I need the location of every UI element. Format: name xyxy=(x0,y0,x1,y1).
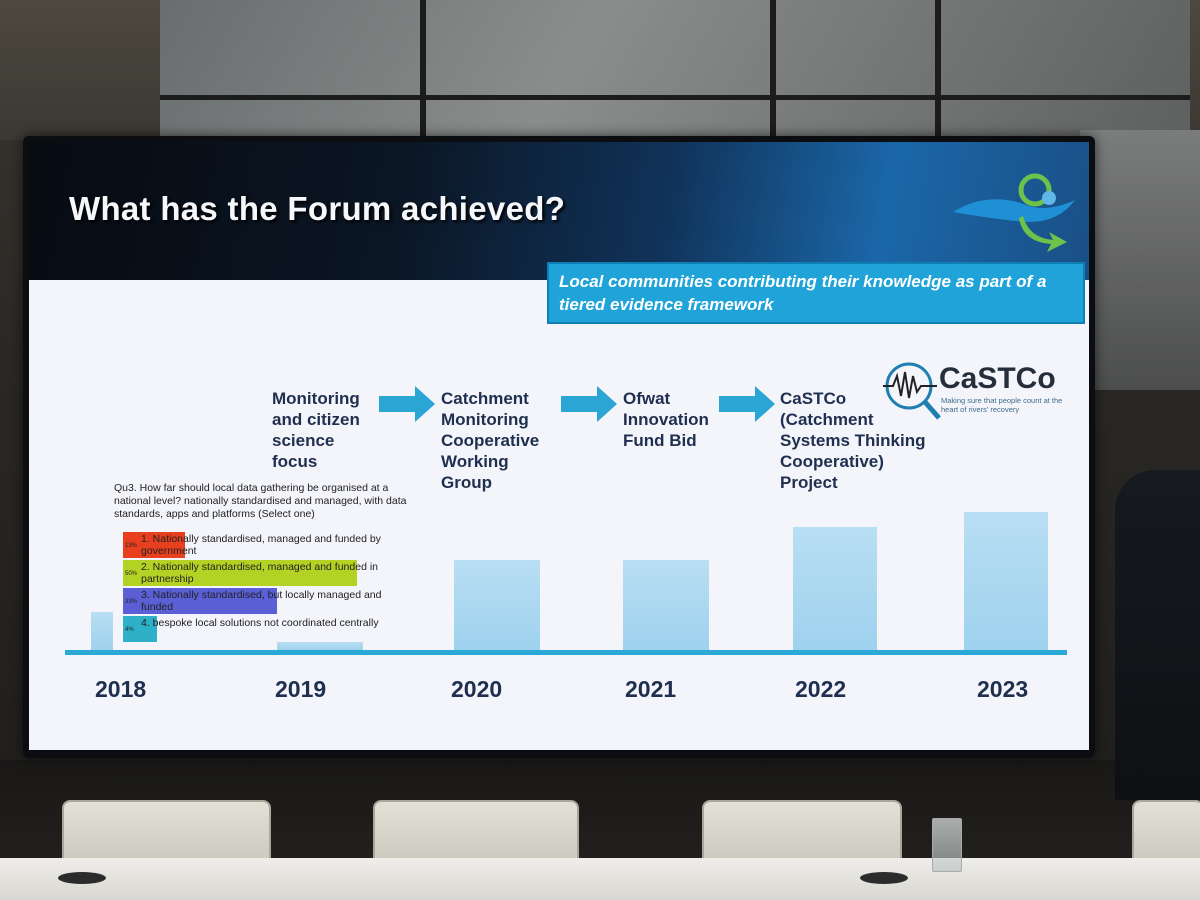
timeline-bar xyxy=(277,642,363,650)
side-wall xyxy=(1080,130,1200,390)
year-label: 2019 xyxy=(275,676,327,702)
window-rail xyxy=(160,95,1190,100)
conference-table xyxy=(0,858,1200,900)
table-microphone xyxy=(860,872,908,884)
timeline-bar xyxy=(964,512,1048,650)
year-label: 2021 xyxy=(625,676,677,702)
person-silhouette xyxy=(1115,470,1200,800)
display-screen: What has the Forum achieved? Local commu… xyxy=(23,136,1095,758)
poll-question: Qu3. How far should local data gathering… xyxy=(114,482,407,520)
forum-logo-icon xyxy=(953,173,1075,252)
poll-option-bar xyxy=(123,560,357,586)
timeline-bar xyxy=(623,560,709,650)
poll-option-bar xyxy=(123,532,185,558)
window-mullion xyxy=(420,0,426,150)
poll-option-label: 3. Nationally standardised, but locally … xyxy=(141,589,382,613)
poll-option-percent: 4% xyxy=(125,627,134,633)
arrow-right-icon xyxy=(719,386,775,422)
castco-logo-text: CaSTCo xyxy=(939,362,1056,395)
arrow-right-icon xyxy=(379,386,435,422)
banner-text: Local communities contributing their kno… xyxy=(559,272,1047,314)
slide-title: What has the Forum achieved? xyxy=(69,190,566,227)
step-ofwat: Ofwat Innovation Fund Bid xyxy=(623,389,709,450)
poll-option-bar xyxy=(123,616,157,642)
step-working-group: Catchment Monitoring Cooperative Working… xyxy=(441,389,540,492)
poll-option-label: 1. Nationally standardised, managed and … xyxy=(141,533,381,557)
window-panels xyxy=(160,0,1190,153)
castco-magnifier-icon xyxy=(883,362,941,420)
table-microphone xyxy=(58,872,106,884)
year-label: 2022 xyxy=(795,676,847,702)
year-label: 2018 xyxy=(95,676,147,702)
timeline-bar xyxy=(454,560,540,650)
timeline-bar xyxy=(91,612,113,650)
poll-option-bar xyxy=(123,588,277,614)
year-label: 2023 xyxy=(977,676,1029,702)
poll-option-percent: 50% xyxy=(125,571,138,577)
timeline-bar xyxy=(793,527,877,650)
step-castco-project: CaSTCo (Catchment Systems Thinking Coope… xyxy=(780,389,926,492)
slide-header: What has the Forum achieved? xyxy=(29,142,1089,280)
water-glass xyxy=(932,818,962,872)
poll-option-label: 4. bespoke local solutions not coordinat… xyxy=(141,617,379,629)
poll-option-percent: 13% xyxy=(125,543,138,549)
window-mullion xyxy=(935,0,941,150)
presentation-slide: What has the Forum achieved? Local commu… xyxy=(29,142,1089,750)
year-label: 2020 xyxy=(451,676,503,702)
poll-option-percent: 33% xyxy=(125,599,138,605)
banner: Local communities contributing their kno… xyxy=(547,262,1085,324)
poll-option-label: 2. Nationally standardised, managed and … xyxy=(141,561,378,585)
window-mullion xyxy=(770,0,776,150)
castco-tagline: Making sure that people count at the hea… xyxy=(941,396,1063,414)
timeline-axis xyxy=(65,650,1067,655)
arrow-right-icon xyxy=(561,386,617,422)
step-monitoring: Monitoring and citizen science focus xyxy=(272,389,360,471)
